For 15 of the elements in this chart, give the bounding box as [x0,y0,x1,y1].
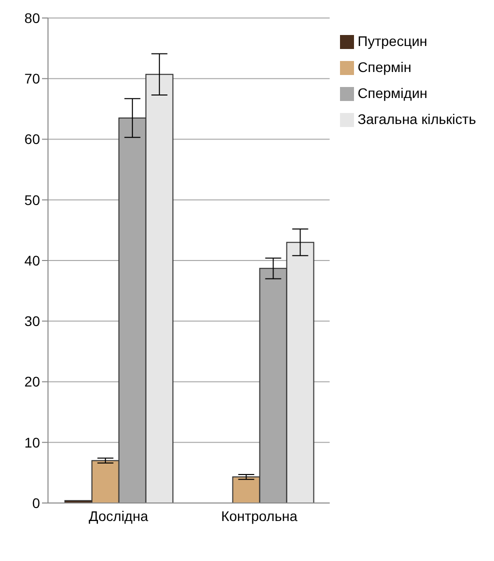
y-tick-label: 20 [24,374,40,390]
y-tick-label: 80 [24,10,40,26]
legend-label: Спермідин [358,85,428,101]
y-tick-label: 30 [24,313,40,330]
y-tick-label: 40 [24,252,40,268]
legend-label: Загальна кількість [358,111,476,127]
legend-label: Путресцин [358,33,428,49]
x-tick-label: Контрольна [221,508,298,524]
legend-label: Спермін [358,59,412,75]
y-tick-label: 60 [24,131,40,148]
y-tick-label: 10 [24,434,40,450]
y-tick-label: 0 [32,494,40,511]
x-tick-label: Дослідна [88,508,148,524]
y-tick-label: 70 [24,70,40,87]
y-tick-label: 50 [24,192,40,208]
